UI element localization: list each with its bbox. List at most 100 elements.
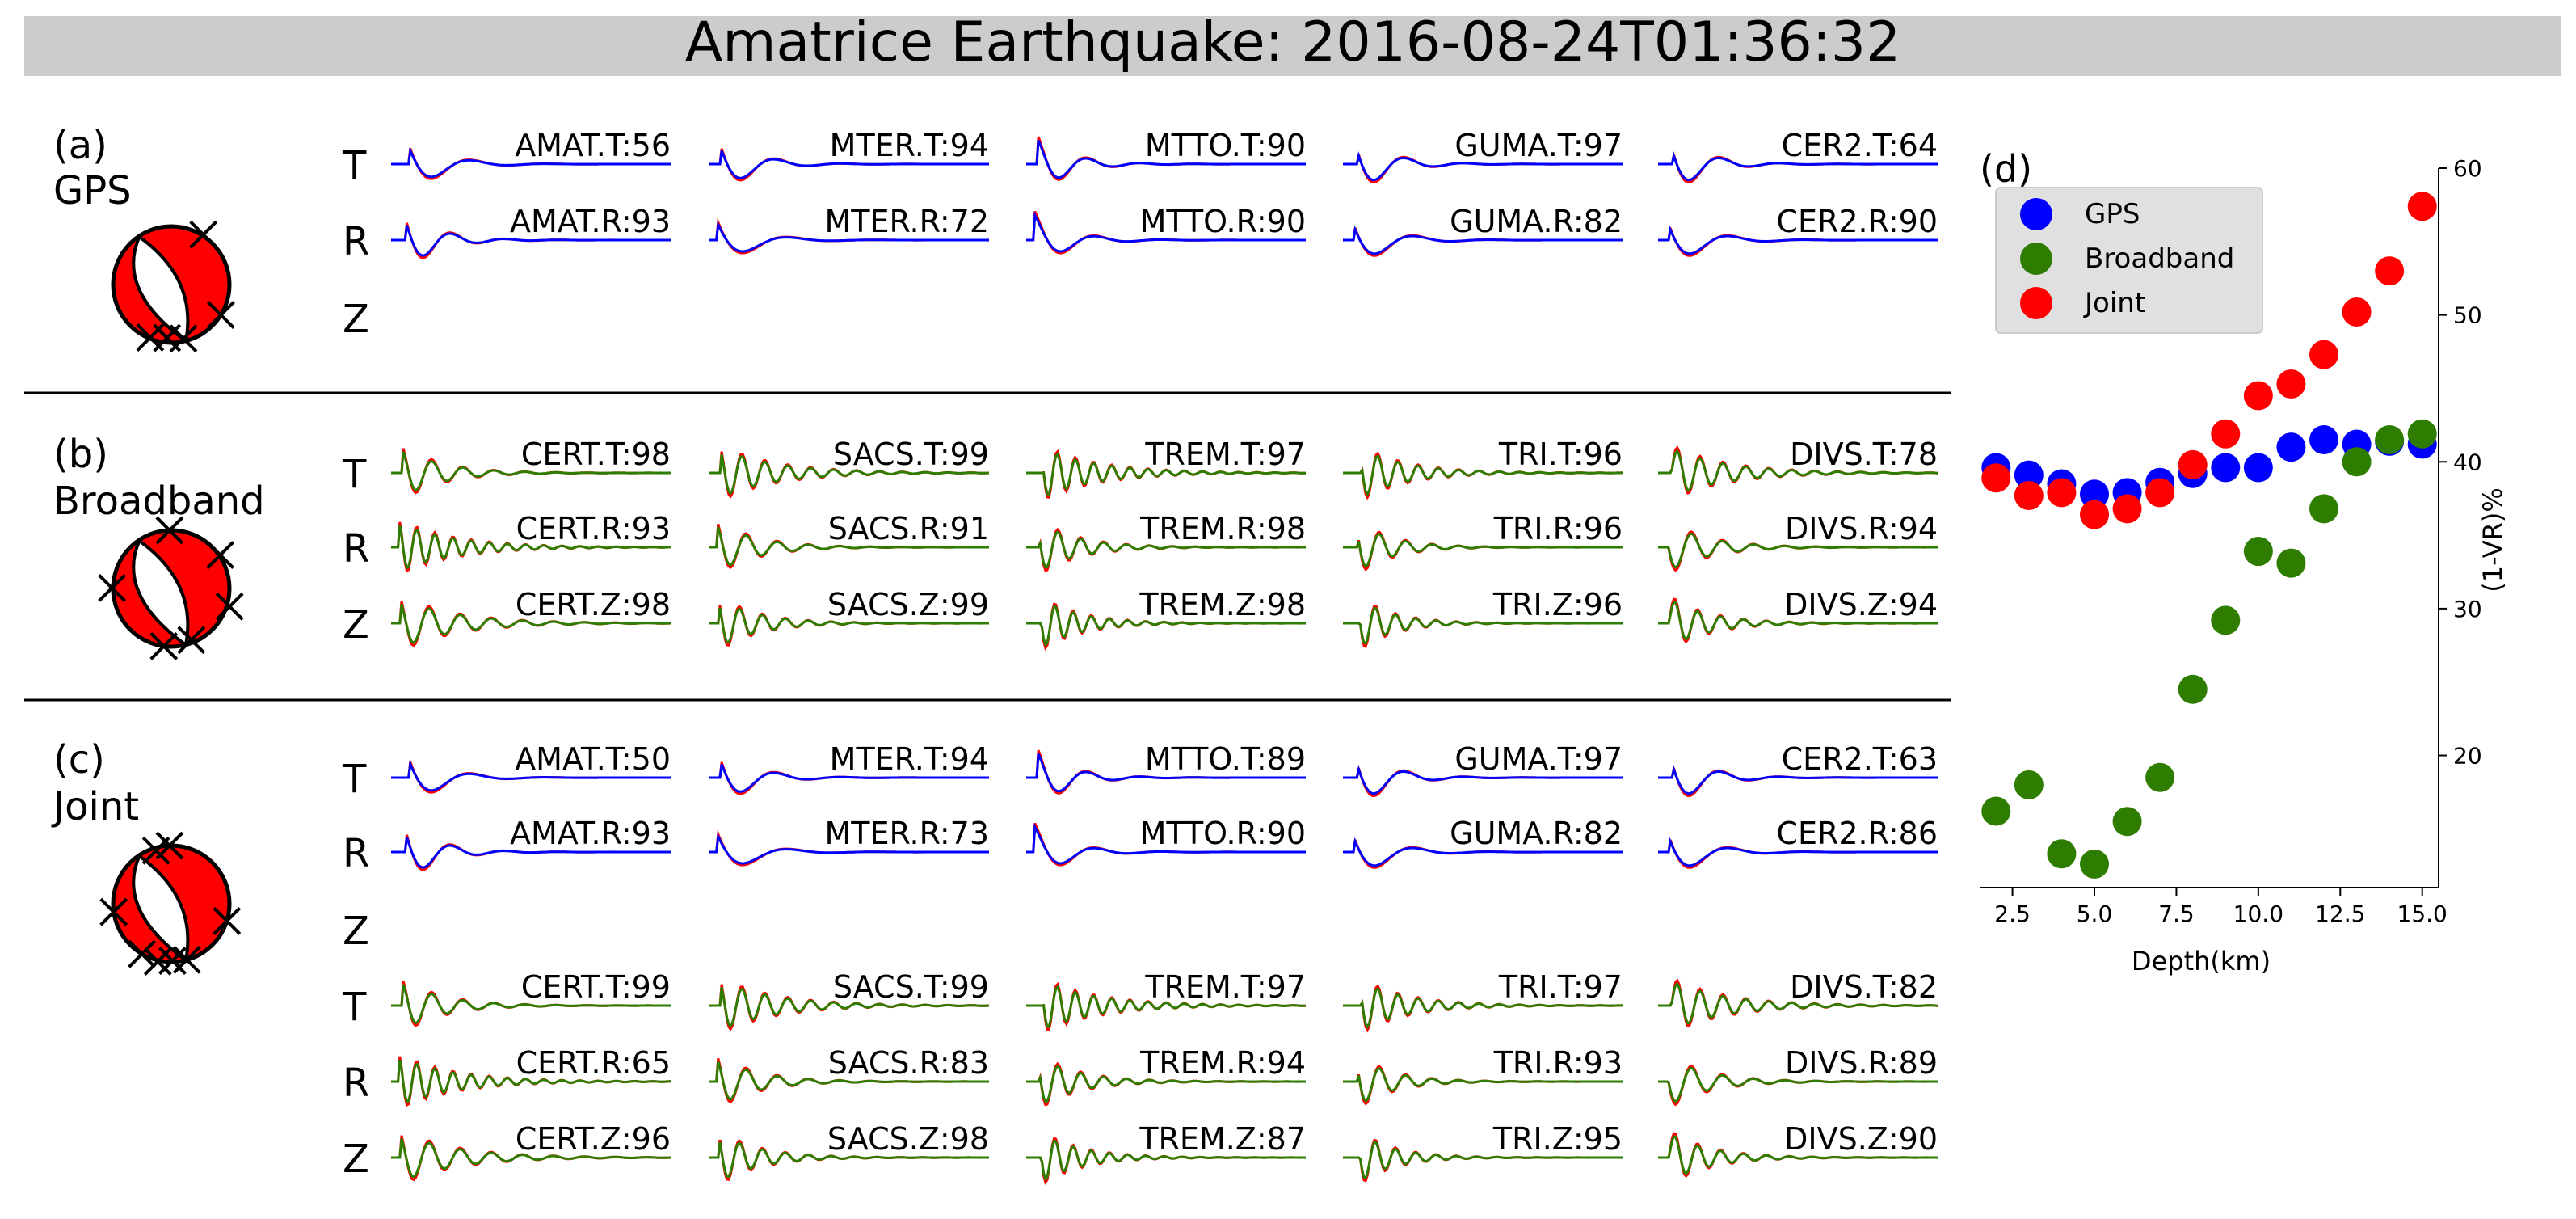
x-tick-label: 7.5 <box>2158 901 2195 927</box>
waveform-trace: TREM.R:94 <box>1026 1045 1306 1107</box>
data-point <box>2014 770 2044 799</box>
component-label: T <box>342 452 367 497</box>
waveform-trace: MTTO.R:90 <box>1026 204 1306 255</box>
station-fit-label: SACS.R:91 <box>828 511 989 546</box>
waveform-trace: AMAT.T:50 <box>391 741 671 794</box>
station-marker-icon <box>177 626 206 655</box>
data-point <box>2276 432 2306 462</box>
data-point <box>2211 453 2241 483</box>
station-fit-label: CERT.Z:98 <box>516 587 671 622</box>
y-tick-label: 20 <box>2453 743 2482 770</box>
waveform-trace: DIVS.T:78 <box>1658 437 1938 495</box>
station-fit-label: DIVS.T:82 <box>1790 969 1938 1005</box>
data-point <box>2145 762 2175 792</box>
station-fit-label: TRI.R:96 <box>1493 511 1623 546</box>
plot-points <box>1981 192 2437 879</box>
panel-letter: (b) <box>53 432 108 477</box>
x-tick-label: 5.0 <box>2077 901 2113 927</box>
station-fit-label: TRI.T:96 <box>1498 437 1623 472</box>
x-tick-label: 2.5 <box>1994 901 2031 927</box>
station-marker-icon <box>169 324 198 353</box>
component-label: T <box>342 143 367 188</box>
waveform-trace: TREM.R:98 <box>1026 511 1306 572</box>
component-label: R <box>343 831 369 876</box>
data-point <box>2309 494 2338 524</box>
waveform-trace: CERT.T:99 <box>391 969 671 1027</box>
data-point <box>2375 256 2405 286</box>
data-point <box>2309 425 2338 455</box>
component-label: Z <box>343 909 369 954</box>
station-fit-label: MTER.T:94 <box>830 741 989 777</box>
series-broadband <box>1981 419 2437 879</box>
waveform-trace: MTTO.T:90 <box>1026 128 1306 181</box>
data-point <box>2309 340 2338 369</box>
station-fit-label: GUMA.T:97 <box>1454 128 1623 163</box>
waveform-trace: SACS.Z:98 <box>709 1121 989 1181</box>
station-marker-icon <box>98 573 126 602</box>
data-point <box>2047 839 2077 869</box>
station-fit-label: DIVS.R:89 <box>1785 1045 1938 1081</box>
station-marker-icon <box>141 836 170 865</box>
data-point <box>2375 425 2405 455</box>
legend-label-broadband: Broadband <box>2085 243 2234 275</box>
waveform-trace: CERT.R:93 <box>391 511 671 573</box>
panel-a-header: (a) GPS <box>53 123 132 213</box>
y-tick-label: 50 <box>2453 302 2482 329</box>
legend-label-gps: GPS <box>2085 198 2140 230</box>
component-label: T <box>342 757 367 802</box>
data-point <box>2243 453 2273 483</box>
waveform-trace: MTTO.T:89 <box>1026 741 1306 795</box>
waveform-trace: CER2.T:64 <box>1658 128 1938 183</box>
waveform-trace: CER2.R:86 <box>1658 816 1938 869</box>
station-fit-label: MTTO.R:90 <box>1140 816 1306 851</box>
station-fit-label: DIVS.T:78 <box>1790 437 1938 472</box>
panel-letter: (a) <box>53 123 107 168</box>
data-point <box>1981 463 2011 493</box>
title-bar <box>24 16 2561 76</box>
legend-box <box>1995 187 2263 334</box>
station-fit-label: SACS.Z:99 <box>827 587 989 622</box>
data-point <box>2112 494 2142 524</box>
station-fit-label: SACS.T:99 <box>833 969 989 1005</box>
station-fit-label: MTER.R:72 <box>824 204 989 239</box>
station-fit-label: TREM.R:98 <box>1139 511 1306 546</box>
data-point <box>2211 419 2241 449</box>
data-point <box>2342 297 2372 327</box>
panel-letter: (d) <box>1980 147 2032 191</box>
waveform-trace: MTER.T:94 <box>709 741 989 795</box>
waveform-trace: MTER.R:73 <box>709 816 989 867</box>
waveform-trace: CERT.Z:98 <box>391 587 671 647</box>
data-point <box>2080 500 2109 529</box>
waveform-trace: TREM.Z:87 <box>1026 1121 1306 1185</box>
waveform-trace: GUMA.T:97 <box>1343 741 1623 797</box>
waveform-trace: SACS.R:83 <box>709 1045 989 1103</box>
waveform-trace: CERT.T:98 <box>391 437 671 495</box>
beachball-icon <box>99 831 242 976</box>
waveform-trace: CER2.T:63 <box>1658 741 1938 797</box>
station-fit-label: CERT.R:93 <box>516 511 671 546</box>
waveform-trace: MTER.R:72 <box>709 204 989 255</box>
station-fit-label: GUMA.R:82 <box>1450 204 1623 239</box>
station-fit-label: CERT.T:98 <box>521 437 671 472</box>
station-marker-icon <box>206 541 235 569</box>
station-fit-label: TREM.Z:87 <box>1139 1121 1306 1157</box>
panel-name: Broadband <box>53 479 265 524</box>
depth-scatter-plot: (d) 2.5 5.0 7.5 10.0 12.5 15.0 20 30 40 50 60 GPS … <box>1980 147 2508 976</box>
waveform-trace: GUMA.R:82 <box>1343 816 1623 869</box>
waveform-trace: DIVS.Z:94 <box>1658 587 1938 644</box>
station-fit-label: CERT.R:65 <box>516 1045 671 1081</box>
station-fit-label: CER2.T:64 <box>1782 128 1938 163</box>
station-marker-icon <box>128 939 157 968</box>
waveform-grid: T AMAT.T:56 MTER.T:94 MTTO.T:90 GUMA.T:97 CER… <box>342 128 1938 1185</box>
station-fit-label: CER2.R:86 <box>1776 816 1938 851</box>
legend-label-joint: Joint <box>2083 287 2145 319</box>
station-fit-label: DIVS.Z:90 <box>1784 1121 1938 1157</box>
y-tick-label: 40 <box>2453 449 2482 475</box>
waveform-trace: DIVS.T:82 <box>1658 969 1938 1027</box>
x-axis-label: Depth(km) <box>2132 946 2271 976</box>
y-tick-label: 30 <box>2453 596 2482 622</box>
station-marker-icon <box>155 516 184 545</box>
waveform-trace: DIVS.R:94 <box>1658 511 1938 572</box>
station-marker-icon <box>149 631 179 660</box>
waveform-trace: AMAT.T:56 <box>391 128 671 180</box>
